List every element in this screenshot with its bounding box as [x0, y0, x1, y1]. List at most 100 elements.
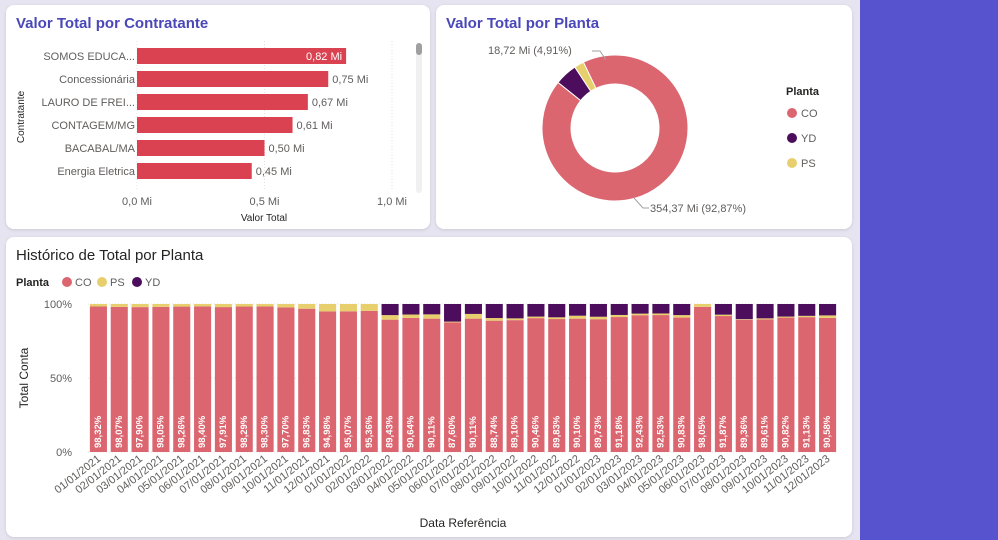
data-label: 0,75 Mi — [332, 74, 368, 86]
bar-segment-co — [360, 310, 378, 452]
bar-segment-co — [819, 317, 837, 452]
data-label: 98,40% — [197, 415, 208, 448]
data-label: 94,98% — [322, 415, 333, 448]
bar-segment-co — [714, 316, 732, 452]
contratante-chart-title: Valor Total por Contratante — [16, 15, 209, 32]
category-label: CONTAGEM/MG — [51, 120, 135, 132]
legend-marker-co — [62, 277, 72, 287]
bar-segment-co — [548, 319, 566, 452]
bar-segment-ps — [194, 304, 212, 307]
bar-segment-co — [256, 306, 274, 452]
bar-segment-co — [402, 317, 420, 452]
right-background-band — [860, 0, 998, 540]
data-label: 91,13% — [801, 415, 812, 448]
donut-callout-label: 354,37 Mi (92,87%) — [650, 203, 746, 215]
data-label: 90,58% — [822, 415, 833, 448]
data-label: 91,18% — [614, 415, 625, 448]
contratante-scrollbar-track[interactable] — [416, 43, 422, 193]
x-tick-label: 0,5 Mi — [250, 196, 280, 208]
bar-segment-yd — [548, 304, 566, 318]
bar-segment-yd — [735, 304, 753, 320]
bar-segment-ps — [464, 313, 482, 319]
bar-segment-ps — [819, 315, 837, 318]
data-label: 89,83% — [551, 415, 562, 448]
bar-segment-co — [777, 317, 795, 452]
bar-segment-co — [798, 317, 816, 452]
bar-segment-yd — [402, 304, 420, 315]
bar-segment-ps — [798, 315, 816, 318]
x-tick-label: 0,0 Mi — [122, 196, 152, 208]
donut-callout-line — [633, 197, 649, 209]
legend-label: YD — [145, 277, 160, 289]
contratante-scrollbar-thumb[interactable] — [416, 43, 422, 55]
legend-marker-yd — [787, 133, 797, 143]
bar-segment-co — [485, 320, 503, 452]
bar-segment-ps — [235, 304, 253, 307]
category-label: SOMOS EDUCA... — [43, 51, 135, 63]
legend-marker-yd — [132, 277, 142, 287]
data-label: 98,32% — [93, 415, 104, 448]
data-label: 0,67 Mi — [312, 97, 348, 109]
bar-segment-co — [673, 317, 691, 452]
bar-segment-ps — [631, 313, 649, 316]
bar-segment-co — [152, 306, 170, 452]
donut-callout-label: 18,72 Mi (4,91%) — [488, 45, 572, 57]
contratante-bar-chart[interactable]: 0,0 Mi 0,5 Mi 1,0 Mi SOMOS EDUCA... 0,82 Mi C… — [6, 5, 430, 229]
data-label: 89,43% — [385, 415, 396, 448]
bar-segment-ps — [360, 304, 378, 311]
donut-callout-line — [592, 50, 607, 61]
legend-title: Planta — [786, 86, 820, 98]
bar-segment-ps — [277, 304, 295, 308]
bar-segment-ps — [735, 319, 753, 320]
bar-segment-co — [631, 315, 649, 452]
data-label: 90,46% — [530, 415, 541, 448]
bar-segment-co — [173, 306, 191, 452]
bar-segment-yd — [569, 304, 587, 316]
bar-segment-ps — [298, 304, 316, 309]
bar — [137, 94, 308, 110]
bar-segment-co — [319, 311, 337, 452]
bar-segment-yd — [777, 304, 795, 317]
bar-segment-ps — [589, 316, 607, 320]
planta-donut-card: Valor Total por Planta 18,72 Mi (4,91%) 3… — [436, 5, 852, 229]
bar-segment-ps — [652, 313, 670, 316]
bar — [137, 163, 252, 179]
y-axis-title: Contratante — [16, 90, 27, 143]
bar — [137, 140, 265, 156]
data-label: 98,29% — [239, 415, 250, 448]
data-label: 98,26% — [176, 415, 187, 448]
bar-segment-ps — [152, 304, 170, 307]
bar-segment-yd — [464, 304, 482, 314]
legend-label: PS — [801, 158, 816, 170]
bar-segment-co — [423, 318, 441, 452]
bar-segment-co — [756, 319, 774, 452]
bar-segment-co — [506, 320, 524, 452]
bar-segment-co — [464, 318, 482, 452]
bar-segment-ps — [381, 315, 399, 320]
bar-segment-yd — [819, 304, 837, 316]
bar — [137, 48, 347, 64]
x-axis-title: Valor Total — [241, 213, 287, 224]
bar-segment-yd — [652, 304, 670, 314]
data-label: 96,83% — [301, 415, 312, 448]
bar-segment-ps — [339, 304, 357, 312]
bar-segment-yd — [589, 304, 607, 317]
data-label: 95,07% — [343, 415, 354, 448]
bar-segment-ps — [756, 318, 774, 320]
x-tick-label: 1,0 Mi — [377, 196, 407, 208]
bar-segment-ps — [777, 316, 795, 318]
bar-segment-ps — [319, 304, 337, 312]
planta-donut-chart[interactable]: 18,72 Mi (4,91%) 354,37 Mi (92,87%) Planta… — [436, 5, 852, 229]
bar-segment-ps — [569, 315, 587, 319]
bar-segment-ps — [694, 304, 712, 307]
bar-segment-co — [298, 308, 316, 452]
legend-label: PS — [110, 277, 125, 289]
data-label: 89,73% — [593, 415, 604, 448]
legend-marker-ps — [787, 158, 797, 168]
data-label: 90,10% — [572, 415, 583, 448]
legend-marker-ps — [97, 277, 107, 287]
bar-segment-co — [214, 307, 232, 452]
y-axis-title: Total Conta — [17, 347, 31, 408]
bar-segment-ps — [173, 304, 191, 307]
